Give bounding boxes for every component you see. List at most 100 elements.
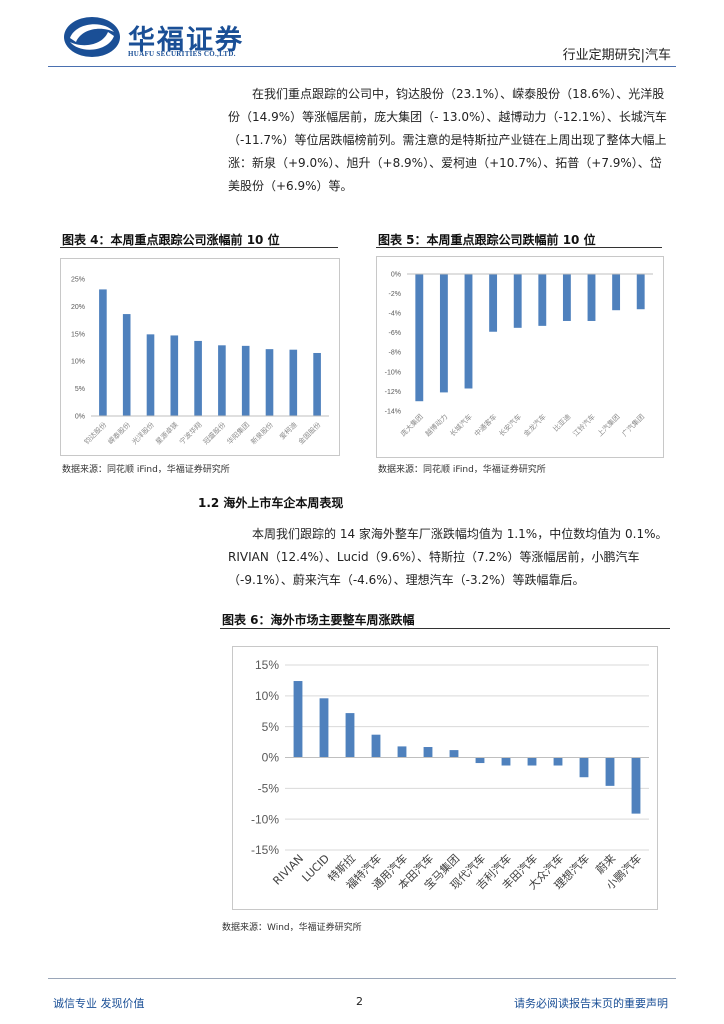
x-category-label: 星源卓镁: [154, 420, 180, 446]
x-category-label: 上汽集团: [595, 412, 621, 438]
x-category-label: 新泉股份: [249, 420, 275, 446]
x-category-label: 金龙汽车: [522, 412, 548, 438]
logo-english-text: HUAFU SECURITIES CO.,LTD.: [128, 50, 236, 58]
bar: [397, 746, 407, 758]
bar: [265, 349, 274, 416]
footer-disclaimer: 请务必阅读报告末页的重要声明: [514, 997, 668, 1010]
bar: [587, 274, 596, 321]
x-category-label: 中通客车: [472, 412, 498, 438]
bar: [513, 274, 522, 328]
bar: [501, 757, 511, 766]
y-tick-label: 10%: [71, 359, 85, 366]
bar: [122, 314, 131, 416]
fig4-title: 图表 4：本周重点跟踪公司涨幅前 10 位: [62, 233, 280, 247]
fig6-source: 数据来源：Wind，华福证券研究所: [222, 923, 362, 933]
bar: [293, 681, 303, 758]
y-tick-label: -8%: [389, 350, 401, 357]
footer-slogan: 诚信专业 发现价值: [53, 997, 145, 1010]
bar: [636, 274, 645, 310]
fig5-source: 数据来源：同花顺 iFind，华福证券研究所: [378, 465, 546, 475]
y-tick-label: 0%: [262, 751, 280, 765]
company-logo: 华福证券 HUAFU SECURITIES CO.,LTD.: [62, 14, 262, 60]
bar: [605, 757, 615, 786]
bar: [612, 274, 621, 311]
y-tick-label: -6%: [389, 330, 401, 337]
fig4-source: 数据来源：同花顺 iFind，华福证券研究所: [62, 465, 230, 475]
y-tick-label: 25%: [71, 276, 85, 283]
bar: [241, 345, 250, 416]
y-tick-label: 5%: [262, 720, 280, 734]
x-category-label: 光洋股份: [130, 420, 156, 446]
bar: [99, 289, 107, 416]
y-tick-label: -14%: [385, 408, 401, 415]
fig5-chart: 0% -2% -4% -6% -8% -10% -12% -14% 庞大集团 越博动力 长城汽车 中通…: [376, 256, 664, 458]
y-tick-label: 0%: [75, 413, 85, 420]
bar: [313, 352, 321, 416]
bar: [194, 340, 202, 416]
fig6-title: 图表 6：海外市场主要整车周涨跌幅: [222, 613, 415, 627]
header-divider: [48, 66, 676, 67]
bar: [439, 274, 448, 393]
x-category-label: 爱柯迪: [278, 420, 299, 441]
fig5-title-rule: [376, 247, 662, 248]
x-category-label: 冠盛股份: [201, 420, 227, 446]
bar: [553, 757, 563, 766]
x-category-label: 越博动力: [423, 412, 449, 438]
y-tick-label: -4%: [389, 311, 401, 318]
y-tick-label: 15%: [255, 658, 279, 672]
x-category-label: 长城汽车: [448, 412, 474, 438]
bar: [527, 757, 537, 766]
bar: [464, 274, 473, 389]
bar: [170, 335, 179, 416]
fig6-title-rule: [220, 628, 670, 629]
x-category-label: 金固股份: [296, 420, 322, 446]
intro-paragraph: 在我们重点跟踪的公司中，钧达股份（23.1%）、嵘泰股份（18.6%）、光洋股份…: [228, 87, 667, 193]
fig5-title: 图表 5：本周重点跟踪公司跌幅前 10 位: [378, 233, 596, 247]
page-number: 2: [356, 995, 363, 1008]
x-category-label: 江铃汽车: [571, 412, 597, 438]
bar: [449, 750, 459, 758]
bar: [289, 349, 298, 416]
fig6-chart: 15% 10% 5% 0% -5% -10% -15% RIVIAN LUCID 特斯拉 福特汽车通…: [232, 646, 658, 910]
y-tick-label: -5%: [258, 782, 280, 796]
x-category-label: 钧达股份: [82, 420, 108, 446]
x-category-label: 宁波华翔: [177, 420, 203, 446]
y-tick-label: 0%: [391, 271, 401, 278]
fig4-chart-svg: 0% 5% 10% 15% 20% 25% 钧达股份嵘泰股份光洋股份星源卓镁宁波华翔冠盛股份…: [71, 276, 329, 446]
y-tick-label: 10%: [255, 689, 279, 703]
y-tick-label: -15%: [251, 843, 279, 857]
y-tick-label: -10%: [385, 369, 401, 376]
fig4-title-rule: [60, 247, 338, 248]
y-tick-label: 5%: [75, 386, 85, 393]
section-paragraph: 本周我们跟踪的 14 家海外整车厂涨跌幅均值为 1.1%，中位数均值为 0.1%…: [228, 527, 668, 587]
huafu-logo-icon: [64, 17, 120, 57]
bar: [562, 274, 571, 321]
bar: [631, 757, 641, 814]
fig6-chart-svg: 15%10%5%0%-5%-10%-15%RIVIANLUCID特斯拉福特汽车通…: [251, 658, 649, 892]
x-category-label: 嵘泰股份: [106, 420, 132, 446]
fig5-chart-svg: 0% -2% -4% -6% -8% -10% -12% -14%庞大集团 越博动力 长城汽车 中通…: [385, 271, 653, 438]
y-tick-label: 20%: [71, 304, 85, 311]
bar: [371, 734, 381, 758]
x-category-label: LUCID: [300, 852, 333, 885]
y-tick-label: -10%: [251, 812, 279, 826]
y-tick-label: -12%: [385, 389, 401, 396]
header-category: 行业定期研究|汽车: [562, 48, 671, 63]
bar: [489, 274, 498, 332]
bar: [475, 757, 485, 764]
bar: [538, 274, 547, 326]
x-category-label: 比亚迪: [551, 412, 572, 433]
bar: [415, 274, 424, 402]
section-title: 1.2 海外上市车企本周表现: [198, 496, 344, 510]
x-category-label: 广汽集团: [620, 412, 646, 438]
logo-chinese-text: 华福证券: [128, 25, 244, 56]
bar: [579, 757, 589, 778]
x-category-label: RIVIAN: [270, 852, 306, 888]
bar: [423, 747, 433, 758]
bar: [319, 698, 329, 758]
y-tick-label: -2%: [389, 291, 401, 298]
bar: [146, 334, 155, 416]
x-category-label: 华阳集团: [225, 420, 251, 446]
bar: [218, 345, 226, 416]
y-tick-label: 15%: [71, 331, 85, 338]
